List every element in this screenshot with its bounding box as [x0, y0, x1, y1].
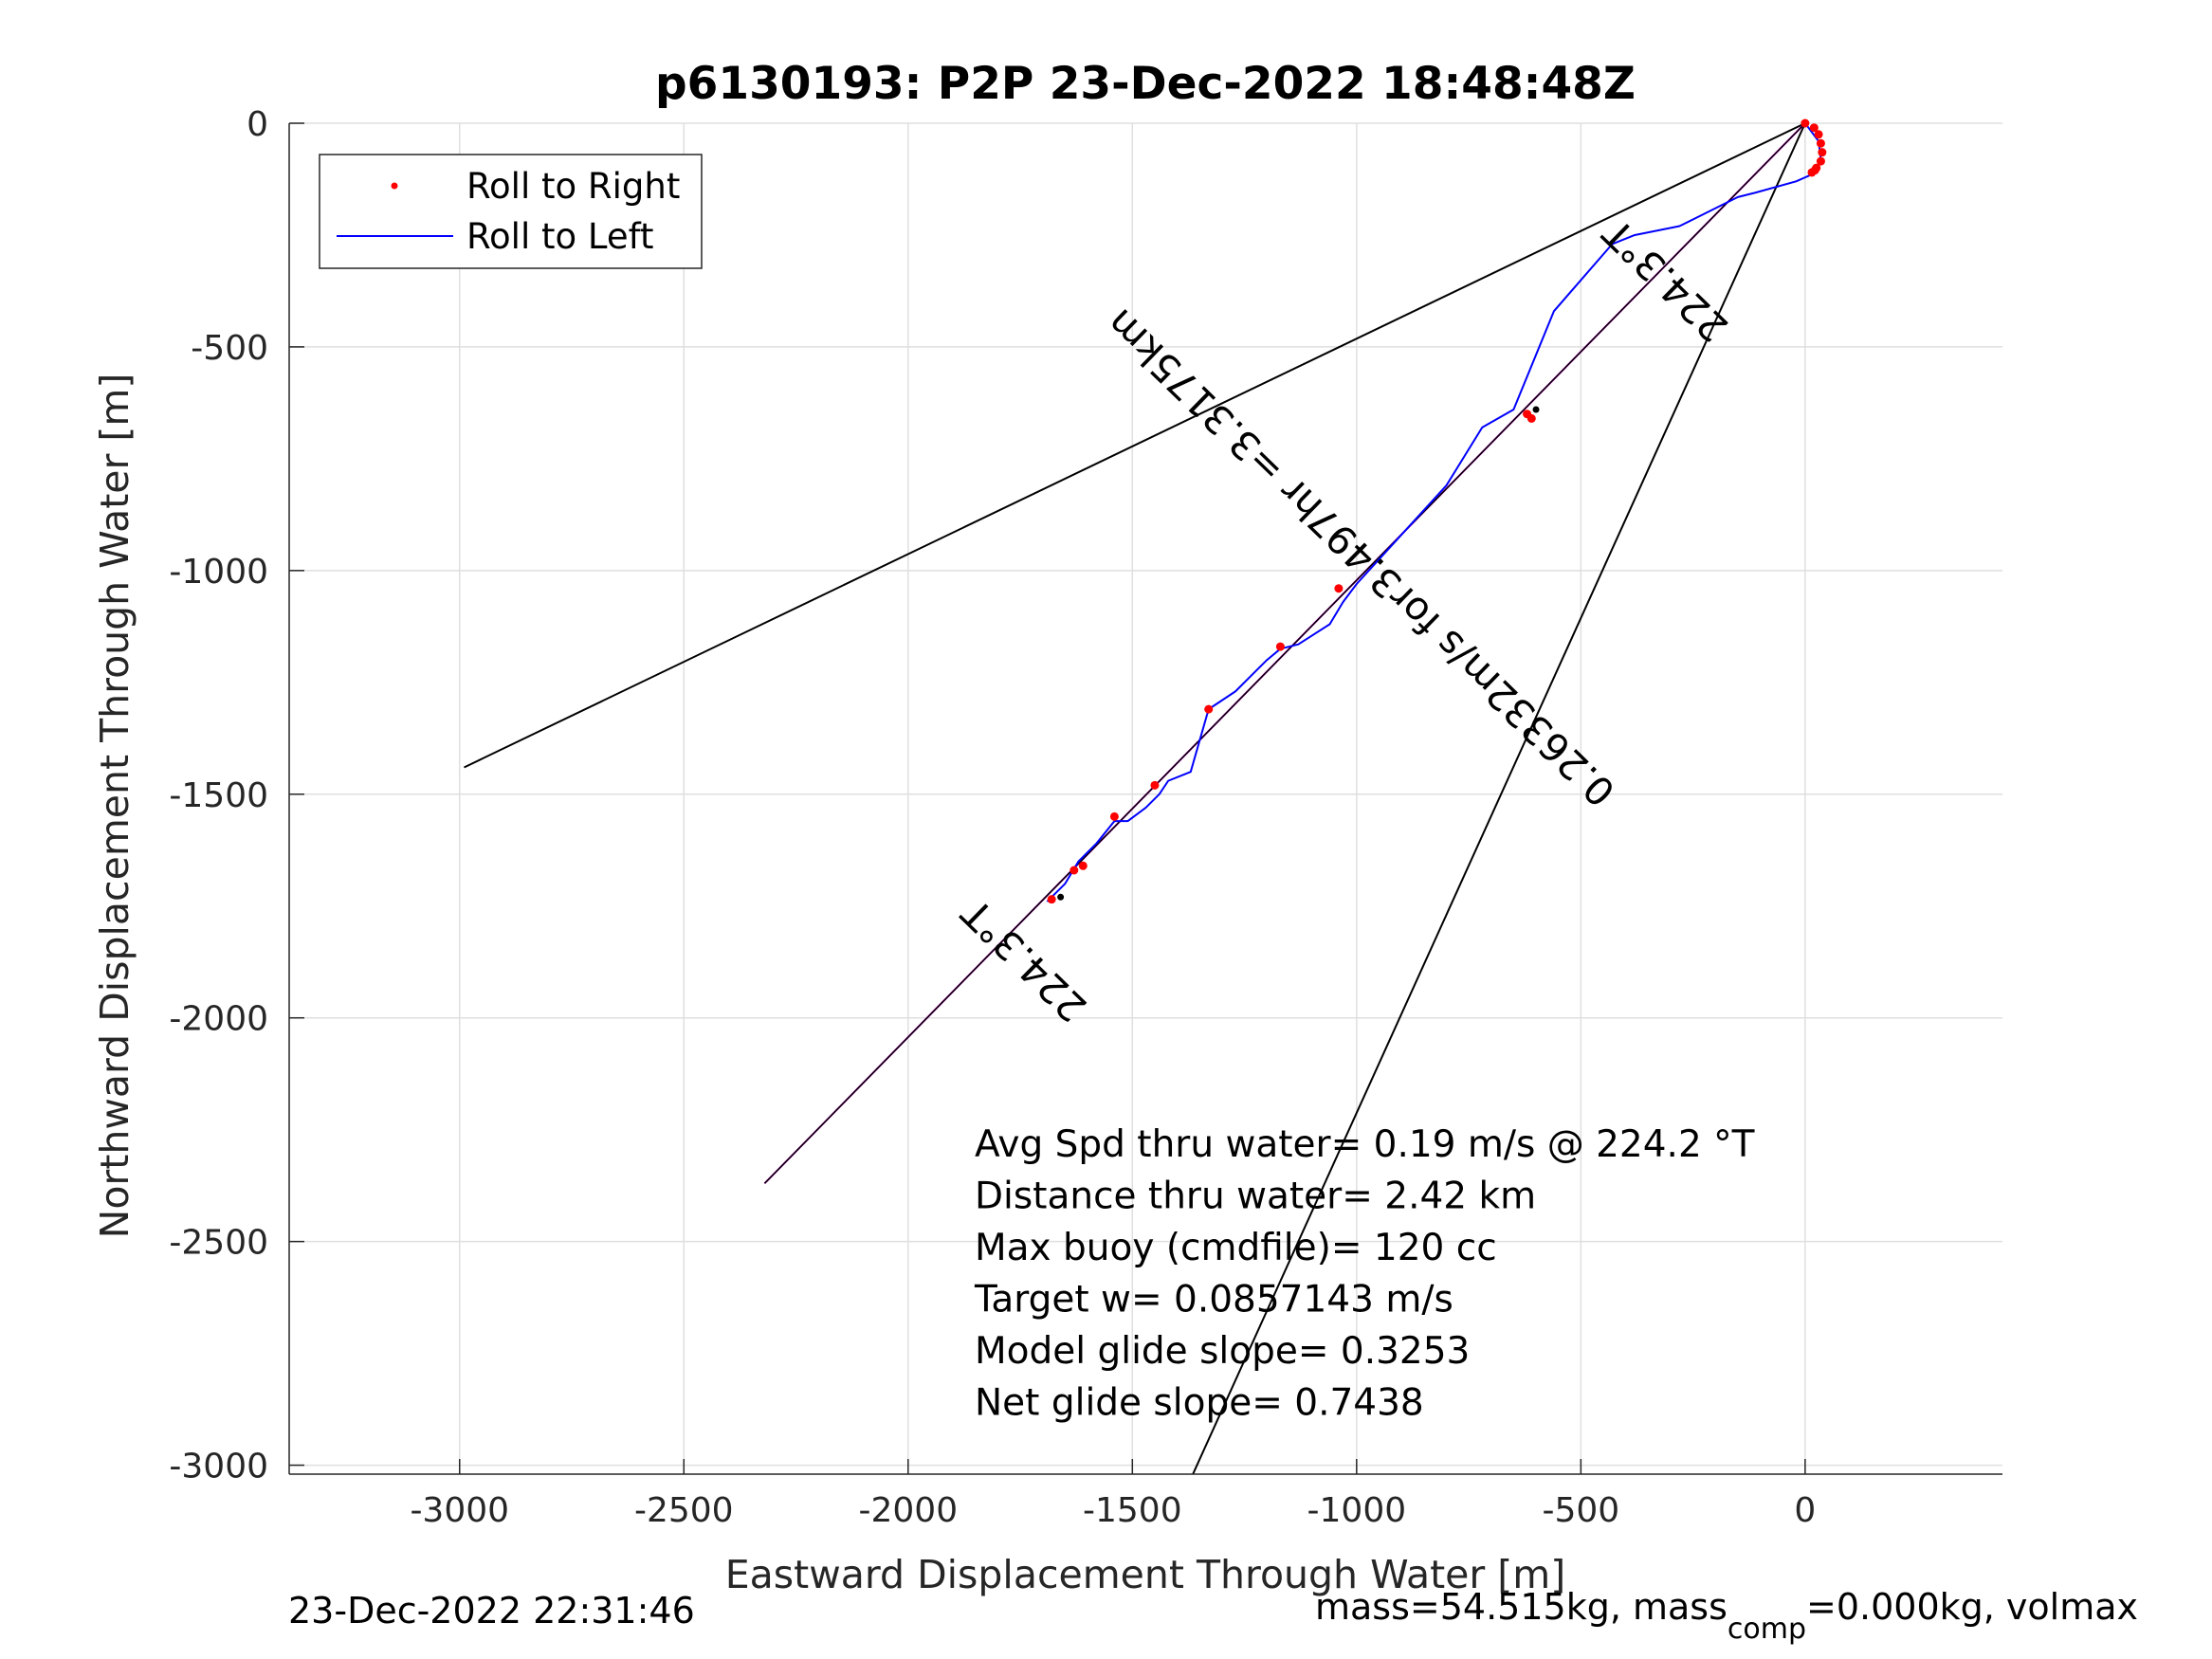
legend: Roll to Right Roll to Left	[319, 154, 703, 269]
series-0-point-2	[1814, 130, 1823, 139]
legend-label-roll-right: Roll to Right	[466, 166, 680, 207]
stats-notes: Avg Spd thru water= 0.19 m/s @ 224.2 °T D…	[974, 1123, 1755, 1425]
series-0-point-8	[1810, 166, 1819, 175]
y-tick-label-4: -2000	[169, 1000, 268, 1039]
series-line-4	[464, 122, 1806, 769]
legend-box	[319, 154, 703, 269]
y-tick-label-1: -500	[191, 329, 268, 368]
stats-note-4: Model glide slope= 0.3253	[975, 1330, 1470, 1373]
series-0-point-17	[1069, 866, 1079, 875]
tick-labels: -3000 -2500 -2000 -1500 -1000 -500 0 0 -500 -1000…	[169, 105, 1816, 1530]
y-axis-label: Northward Displacement Through Water [m]	[92, 374, 137, 1239]
stats-note-5: Net glide slope= 0.7438	[975, 1382, 1424, 1425]
series-0-point-13	[1204, 704, 1214, 714]
y-tick-label-6: -3000	[169, 1448, 268, 1486]
series-0-point-15	[1109, 811, 1119, 821]
series-0-point-11	[1334, 584, 1344, 593]
x-axis-label: Eastward Displacement Through Water [m]	[725, 1552, 1565, 1597]
series-0-point-10	[1526, 413, 1536, 423]
series-0-point-4	[1818, 148, 1827, 157]
series-0-point-5	[1816, 156, 1825, 166]
series-0-point-3	[1816, 138, 1825, 148]
stats-note-2: Max buoy (cmdfile)= 120 cc	[975, 1227, 1497, 1269]
legend-label-roll-left: Roll to Left	[466, 216, 654, 257]
series-line-5	[1192, 122, 1806, 1474]
chart-title: p6130193: P2P 23-Dec-2022 18:48:48Z	[655, 58, 1636, 110]
marker-point-1	[1532, 406, 1540, 413]
x-tick-label-0: -3000	[410, 1491, 509, 1530]
x-tick-label-2: -2000	[858, 1491, 958, 1530]
footer-mass-info: mass=54.515kg, masscomp=0.000kg, volmax	[1315, 1586, 2138, 1646]
series-0-point-14	[1150, 780, 1160, 790]
plot-area	[464, 118, 1827, 1474]
x-tick-label-4: -1000	[1307, 1491, 1407, 1530]
x-tick-label-5: -500	[1542, 1491, 1619, 1530]
series-line-1	[1046, 122, 1822, 902]
series-0-point-1	[1809, 123, 1819, 133]
series-0-point-16	[1078, 861, 1088, 870]
stats-note-0: Avg Spd thru water= 0.19 m/s @ 224.2 °T	[975, 1123, 1755, 1166]
stats-note-3: Target w= 0.0857143 m/s	[974, 1279, 1453, 1322]
y-tick-label-2: -1000	[169, 553, 268, 592]
series-0-point-0	[1801, 118, 1810, 128]
y-tick-label-3: -1500	[169, 776, 268, 815]
stats-note-1: Distance thru water= 2.42 km	[975, 1176, 1536, 1218]
series-0-point-12	[1275, 642, 1285, 651]
x-tick-label-1: -2500	[634, 1491, 734, 1530]
axes	[288, 122, 2002, 1475]
y-tick-label-0: 0	[247, 105, 268, 144]
series-0-point-18	[1047, 895, 1056, 904]
marker-point-0	[1057, 893, 1065, 901]
x-tick-label-6: 0	[1794, 1491, 1816, 1530]
footer-mass-rest: =0.000kg, volmax	[1806, 1586, 2138, 1628]
series-line-3	[763, 122, 1806, 1184]
y-tick-label-5: -2500	[169, 1224, 268, 1263]
x-tick-label-3: -1500	[1083, 1491, 1182, 1530]
footer-timestamp: 23-Dec-2022 22:31:46	[288, 1590, 695, 1632]
legend-marker-roll-right	[391, 182, 398, 190]
footer-mass-text: mass=54.515kg, mass	[1315, 1586, 1728, 1628]
footer-mass-subscript: comp	[1728, 1613, 1806, 1646]
